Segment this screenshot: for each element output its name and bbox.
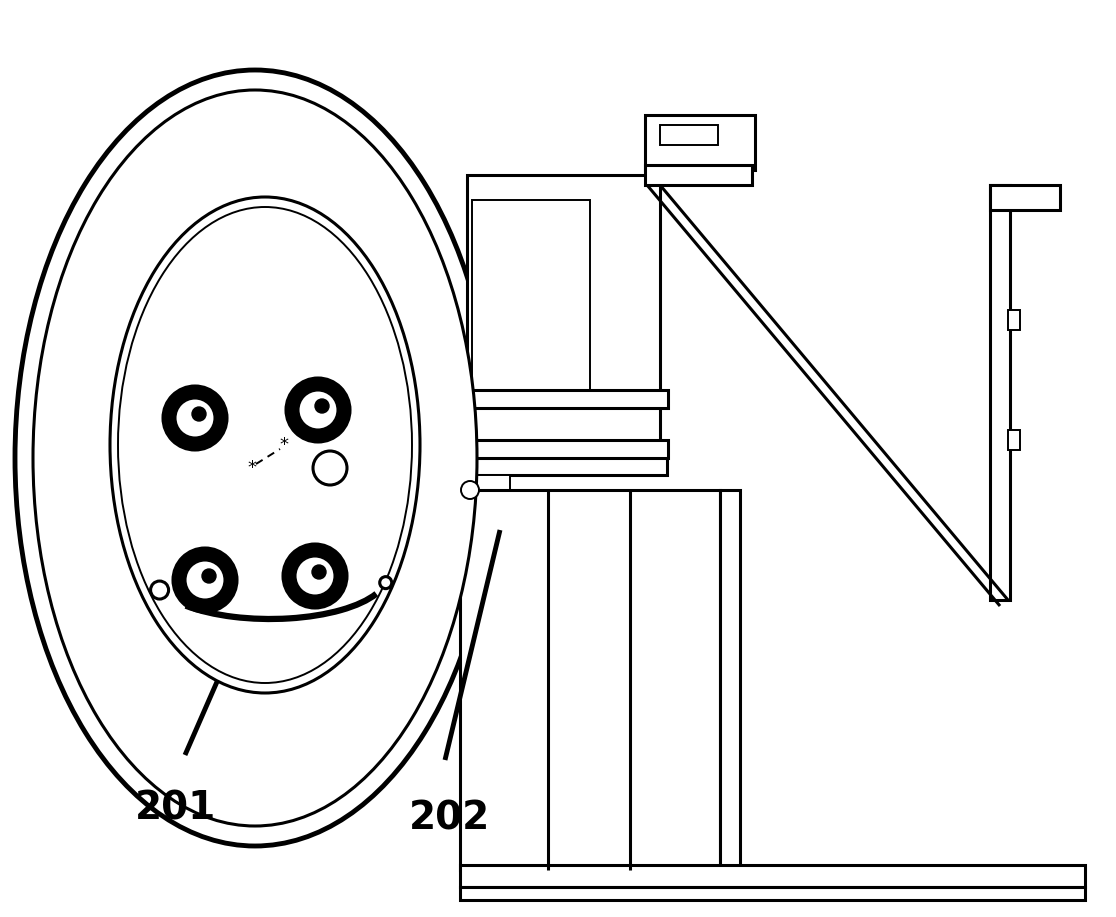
Bar — [460, 455, 667, 475]
Text: *: * — [279, 436, 289, 454]
Ellipse shape — [118, 207, 412, 683]
Circle shape — [286, 378, 350, 442]
Ellipse shape — [33, 90, 477, 826]
Bar — [460, 490, 500, 500]
Bar — [466, 175, 660, 460]
Circle shape — [151, 581, 169, 599]
Circle shape — [315, 399, 329, 413]
Ellipse shape — [110, 197, 420, 693]
Bar — [660, 125, 718, 145]
Bar — [460, 440, 668, 458]
Circle shape — [295, 556, 335, 596]
Bar — [1008, 310, 1020, 330]
Bar — [460, 390, 668, 408]
Bar — [1008, 430, 1020, 450]
Circle shape — [175, 398, 215, 438]
Circle shape — [185, 560, 225, 600]
Bar — [990, 185, 1010, 600]
Circle shape — [173, 548, 237, 612]
Bar — [460, 865, 1085, 887]
Circle shape — [192, 407, 206, 421]
Text: *: * — [248, 459, 257, 477]
Circle shape — [202, 569, 217, 583]
Bar — [460, 490, 720, 870]
Circle shape — [283, 544, 347, 608]
Text: 201: 201 — [134, 790, 215, 828]
Ellipse shape — [15, 70, 496, 846]
Circle shape — [312, 451, 347, 485]
Circle shape — [163, 386, 227, 450]
Bar — [990, 185, 1060, 210]
Circle shape — [461, 481, 479, 499]
Circle shape — [312, 565, 326, 579]
Bar — [460, 887, 1085, 900]
Circle shape — [379, 577, 392, 589]
Bar — [645, 165, 752, 185]
Bar — [460, 475, 510, 490]
Text: 202: 202 — [410, 800, 491, 838]
Circle shape — [298, 390, 338, 430]
Bar — [645, 115, 756, 170]
Bar — [472, 200, 590, 390]
Bar — [720, 490, 740, 870]
